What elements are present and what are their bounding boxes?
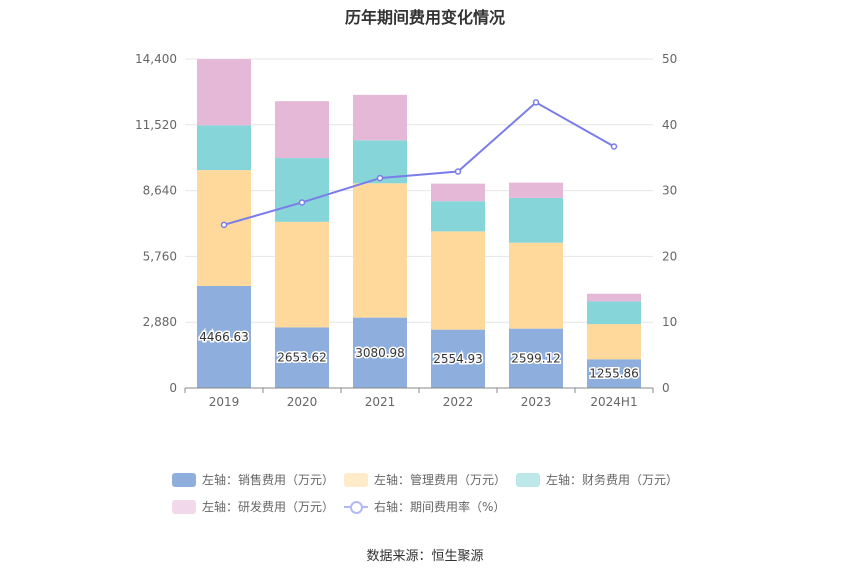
bar-segment-sales <box>353 317 407 388</box>
legend-swatch-sales <box>172 472 196 487</box>
right-axis-tick-label: 0 <box>662 381 670 395</box>
left-axis-tick-label: 2,880 <box>143 315 177 329</box>
bar-segment-sales <box>431 329 485 388</box>
bar-segment-sales <box>509 328 563 388</box>
bar-segment-rnd <box>197 59 251 126</box>
x-axis-category-label: 2019 <box>209 395 240 409</box>
left-axis-tick-label: 5,760 <box>143 249 177 263</box>
right-axis-tick-label: 10 <box>662 315 677 329</box>
legend-label: 左轴：管理费用（万元） <box>374 473 507 487</box>
right-axis-tick-label: 30 <box>662 184 677 198</box>
chart-title: 历年期间费用变化情况 <box>344 8 505 27</box>
x-axis-category-label: 2022 <box>443 395 474 409</box>
ratio-line <box>223 101 615 226</box>
bar-segment-rnd <box>353 94 407 141</box>
bar-segment-rnd <box>275 101 329 159</box>
bar-segment-rnd <box>509 182 563 198</box>
sales-data-label: 2554.93 <box>433 352 483 366</box>
sales-data-label: 1255.86 <box>589 367 639 381</box>
bar-segment-rnd <box>587 293 641 302</box>
source-note: 数据来源：恒生聚源 <box>366 549 484 564</box>
bar-segment-finance <box>587 301 641 325</box>
right-axis-tick-label: 40 <box>662 118 677 132</box>
bar-segment-finance <box>509 197 563 243</box>
bar-segment-sales <box>587 359 641 388</box>
sales-data-label: 2599.12 <box>511 351 561 365</box>
legend-item-rnd[interactable]: 左轴：研发费用（万元） <box>172 498 334 515</box>
legend-swatch-ratio <box>344 500 368 514</box>
legend-label: 左轴：财务费用（万元） <box>546 473 679 487</box>
right-axis-tick-label: 20 <box>662 249 677 263</box>
bar-segment-finance <box>431 201 485 232</box>
ratio-point <box>454 168 462 175</box>
x-axis-category-label: 2024H1 <box>590 395 637 409</box>
bar-segment-management <box>509 242 563 329</box>
ratio-point <box>532 99 540 106</box>
sales-data-label: 2653.62 <box>277 351 327 365</box>
ratio-point <box>610 143 618 150</box>
ratio-point <box>298 199 306 206</box>
legend-item-ratio[interactable]: 右轴：期间费用率（%） <box>344 498 505 515</box>
legend-swatch-finance <box>516 472 540 487</box>
left-axis-tick-label: 8,640 <box>143 184 177 198</box>
bar-segment-management <box>587 324 641 360</box>
sales-data-label: 3080.98 <box>355 346 405 360</box>
legend-label: 左轴：研发费用（万元） <box>202 500 335 514</box>
x-axis-category-label: 2023 <box>521 395 552 409</box>
legend-item-finance[interactable]: 左轴：财务费用（万元） <box>516 471 678 488</box>
left-axis-tick-label: 0 <box>169 381 177 395</box>
bar-segment-management <box>431 231 485 330</box>
sales-data-label: 4466.63 <box>199 330 249 344</box>
ratio-point <box>220 221 228 229</box>
bar-segment-management <box>353 183 407 318</box>
left-axis-tick-label: 14,400 <box>135 52 177 66</box>
x-axis-category-label: 2020 <box>287 395 318 409</box>
legend-label: 右轴：期间费用率（%） <box>374 500 506 514</box>
legend-item-sales[interactable]: 左轴：销售费用（万元） <box>172 471 334 488</box>
bar-segment-sales <box>197 285 251 388</box>
ratio-point <box>376 174 384 182</box>
legend-swatch-management <box>344 472 368 487</box>
bar-segment-finance <box>275 158 329 222</box>
x-axis-category-label: 2021 <box>365 395 396 409</box>
bar-segment-sales <box>275 327 329 388</box>
bar-segment-rnd <box>431 183 485 202</box>
right-axis-tick-label: 50 <box>662 52 677 66</box>
bar-segment-finance <box>197 125 251 171</box>
bar-segment-management <box>275 221 329 328</box>
legend-item-management[interactable]: 左轴：管理费用（万元） <box>344 471 506 488</box>
legend-label: 左轴：销售费用（万元） <box>202 473 335 487</box>
legend-swatch-rnd <box>172 499 196 514</box>
left-axis-tick-label: 11,520 <box>135 118 177 132</box>
